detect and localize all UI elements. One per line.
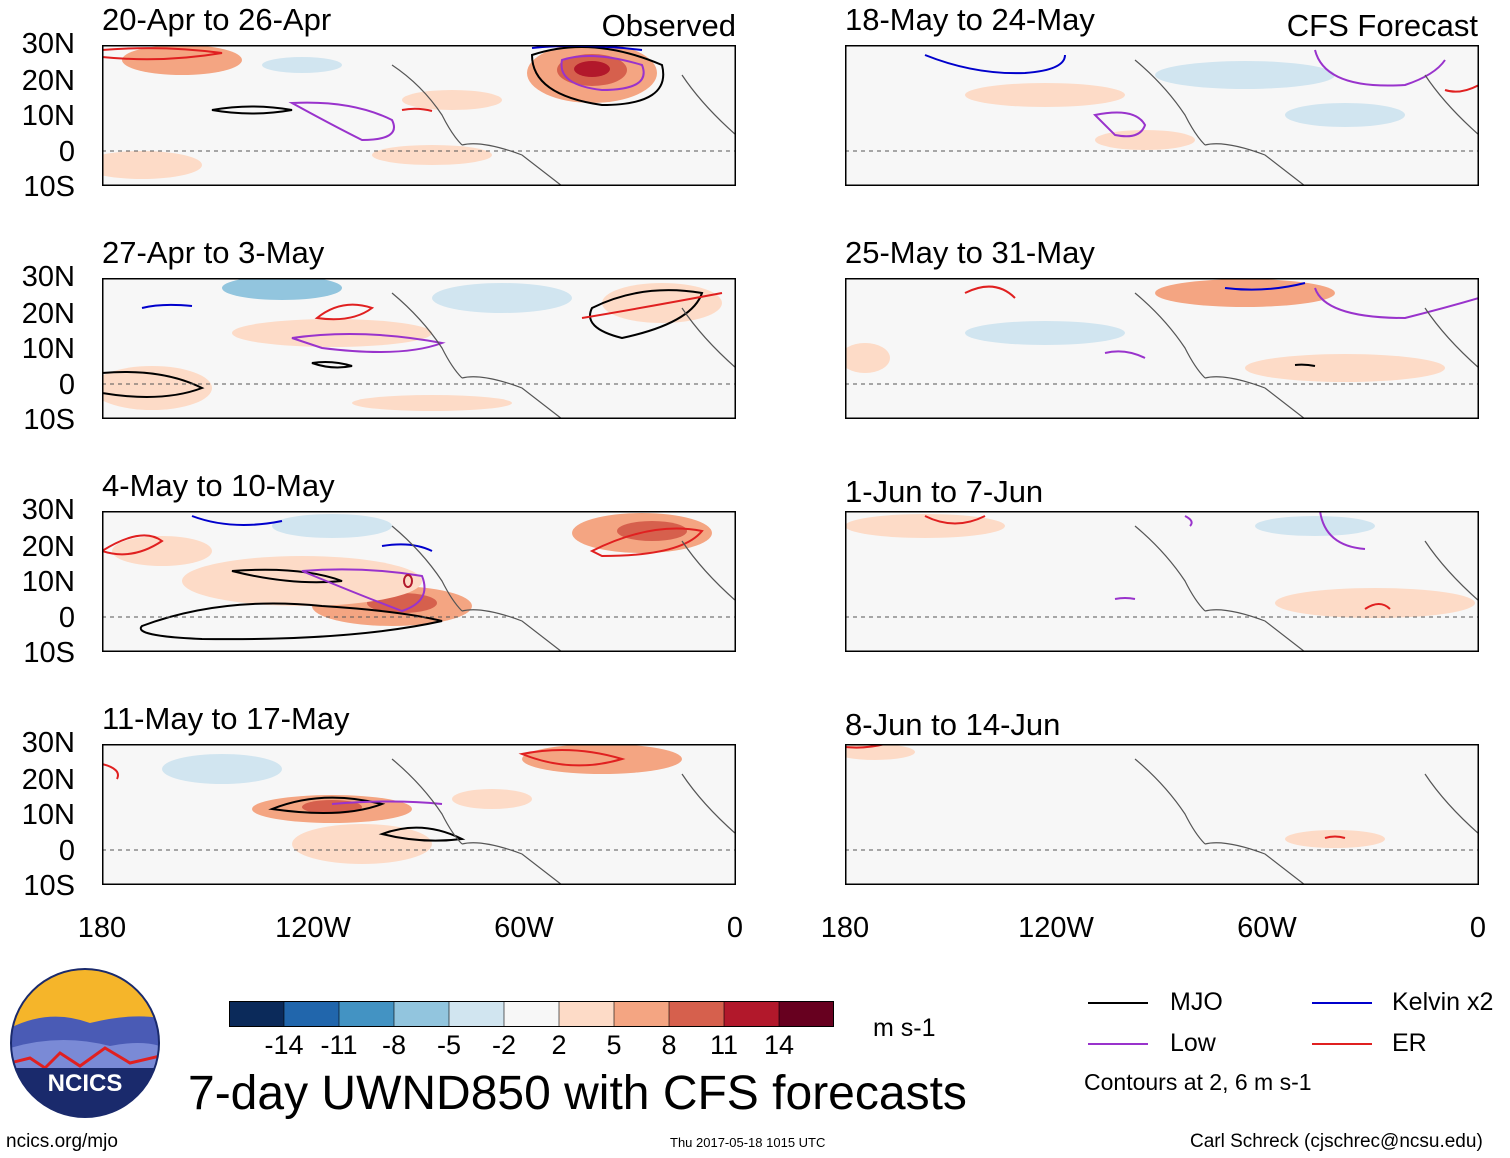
colorbar-tick: 11 bbox=[709, 1030, 739, 1060]
lat-label: 20N bbox=[21, 298, 75, 330]
legend-line-mjo bbox=[1088, 1002, 1148, 1004]
figure-title: 7-day UWND850 with CFS forecasts bbox=[188, 1067, 967, 1120]
colorbar-cell bbox=[503, 1001, 560, 1027]
lat-label: 30N bbox=[21, 727, 75, 759]
legend-label-kelvin: Kelvin x2 bbox=[1392, 988, 1494, 1016]
map-panel-fcst-4 bbox=[845, 744, 1479, 885]
lat-label: 20N bbox=[21, 65, 75, 97]
colorbar-cell bbox=[778, 1001, 834, 1027]
lat-label: 0 bbox=[58, 602, 75, 634]
colorbar-tick: -8 bbox=[381, 1030, 406, 1060]
lon-label: 0 bbox=[726, 912, 744, 944]
legend-line-low bbox=[1088, 1043, 1148, 1045]
contours-note: Contours at 2, 6 m s-1 bbox=[1084, 1069, 1312, 1095]
colorbar-tick: -5 bbox=[436, 1030, 461, 1060]
panel-title-fcst-1: 18-May to 24-May bbox=[845, 2, 1095, 37]
lat-label: 10S bbox=[23, 404, 75, 436]
colorbar-cell bbox=[229, 1001, 285, 1027]
footer-url[interactable]: ncics.org/mjo bbox=[6, 1131, 118, 1152]
lat-label: 10N bbox=[21, 333, 75, 365]
footer-timestamp: Thu 2017-05-18 1015 UTC bbox=[670, 1135, 826, 1150]
lat-label: 30N bbox=[21, 494, 75, 526]
panel-title-obs-1: 20-Apr to 26-Apr bbox=[102, 2, 332, 37]
panel-title-fcst-4: 8-Jun to 14-Jun bbox=[845, 707, 1061, 742]
colorbar-tick: -14 bbox=[264, 1030, 304, 1060]
lon-label: 0 bbox=[1469, 912, 1487, 944]
colorbar-cell bbox=[283, 1001, 340, 1027]
lon-label: 180 bbox=[77, 912, 127, 944]
colorbar-tick: 14 bbox=[763, 1030, 795, 1060]
map-panel-obs-1 bbox=[102, 45, 736, 186]
lon-label: 60W bbox=[1237, 912, 1297, 944]
legend-line-er bbox=[1312, 1043, 1372, 1045]
colorbar-cell bbox=[393, 1001, 450, 1027]
lon-label: 120W bbox=[275, 912, 351, 944]
map-panel-obs-2 bbox=[102, 278, 736, 419]
lat-label: 10S bbox=[23, 637, 75, 669]
lat-label: 30N bbox=[21, 28, 75, 60]
map-panel-fcst-2 bbox=[845, 278, 1479, 419]
colorbar-tick: -11 bbox=[320, 1030, 358, 1060]
lat-label: 10S bbox=[23, 171, 75, 203]
colorbar-tick: 8 bbox=[661, 1030, 677, 1060]
legend-label-low: Low bbox=[1170, 1029, 1216, 1057]
lat-label: 10N bbox=[21, 100, 75, 132]
colorbar-cell bbox=[668, 1001, 725, 1027]
lon-label: 120W bbox=[1018, 912, 1094, 944]
legend-label-er: ER bbox=[1392, 1029, 1427, 1057]
panel-title-fcst-2: 25-May to 31-May bbox=[845, 235, 1095, 270]
panel-title-obs-4: 11-May to 17-May bbox=[102, 701, 350, 736]
colorbar-cell bbox=[613, 1001, 670, 1027]
colorbar-cell bbox=[338, 1001, 395, 1027]
panel-title-obs-3: 4-May to 10-May bbox=[102, 468, 335, 503]
map-panel-fcst-1 bbox=[845, 45, 1479, 186]
logo-text: NCICS bbox=[48, 1070, 123, 1097]
map-panel-obs-3 bbox=[102, 511, 736, 652]
colorbar-tick: 2 bbox=[551, 1030, 567, 1060]
colorbar-cell bbox=[558, 1001, 615, 1027]
footer-author: Carl Schreck (cjschrec@ncsu.edu) bbox=[1190, 1131, 1483, 1152]
lat-label: 0 bbox=[58, 835, 75, 867]
observed-label: Observed bbox=[601, 8, 736, 43]
lat-label: 0 bbox=[58, 136, 75, 168]
lat-label: 10N bbox=[21, 566, 75, 598]
lat-label: 10N bbox=[21, 799, 75, 831]
panel-title-obs-2: 27-Apr to 3-May bbox=[102, 235, 325, 270]
colorbar-cell bbox=[723, 1001, 780, 1027]
map-panel-fcst-3 bbox=[845, 511, 1479, 652]
colorbar-tick: 5 bbox=[606, 1030, 622, 1060]
lat-label: 0 bbox=[58, 369, 75, 401]
lat-label: 20N bbox=[21, 531, 75, 563]
lat-label: 10S bbox=[23, 870, 75, 902]
legend-line-kelvin bbox=[1312, 1002, 1372, 1004]
colorbar-unit: m s-1 bbox=[873, 1014, 936, 1042]
lon-label: 60W bbox=[494, 912, 554, 944]
lat-label: 20N bbox=[21, 764, 75, 796]
colorbar bbox=[229, 1001, 834, 1027]
legend-label-mjo: MJO bbox=[1170, 988, 1223, 1016]
colorbar-cell bbox=[448, 1001, 505, 1027]
forecast-label: CFS Forecast bbox=[1286, 8, 1478, 43]
panel-title-fcst-3: 1-Jun to 7-Jun bbox=[845, 474, 1044, 509]
map-panel-obs-4 bbox=[102, 744, 736, 885]
lat-label: 30N bbox=[21, 261, 75, 293]
ncics-logo: NCICS bbox=[10, 968, 160, 1118]
colorbar-tick: -2 bbox=[491, 1030, 516, 1060]
lon-label: 180 bbox=[820, 912, 870, 944]
